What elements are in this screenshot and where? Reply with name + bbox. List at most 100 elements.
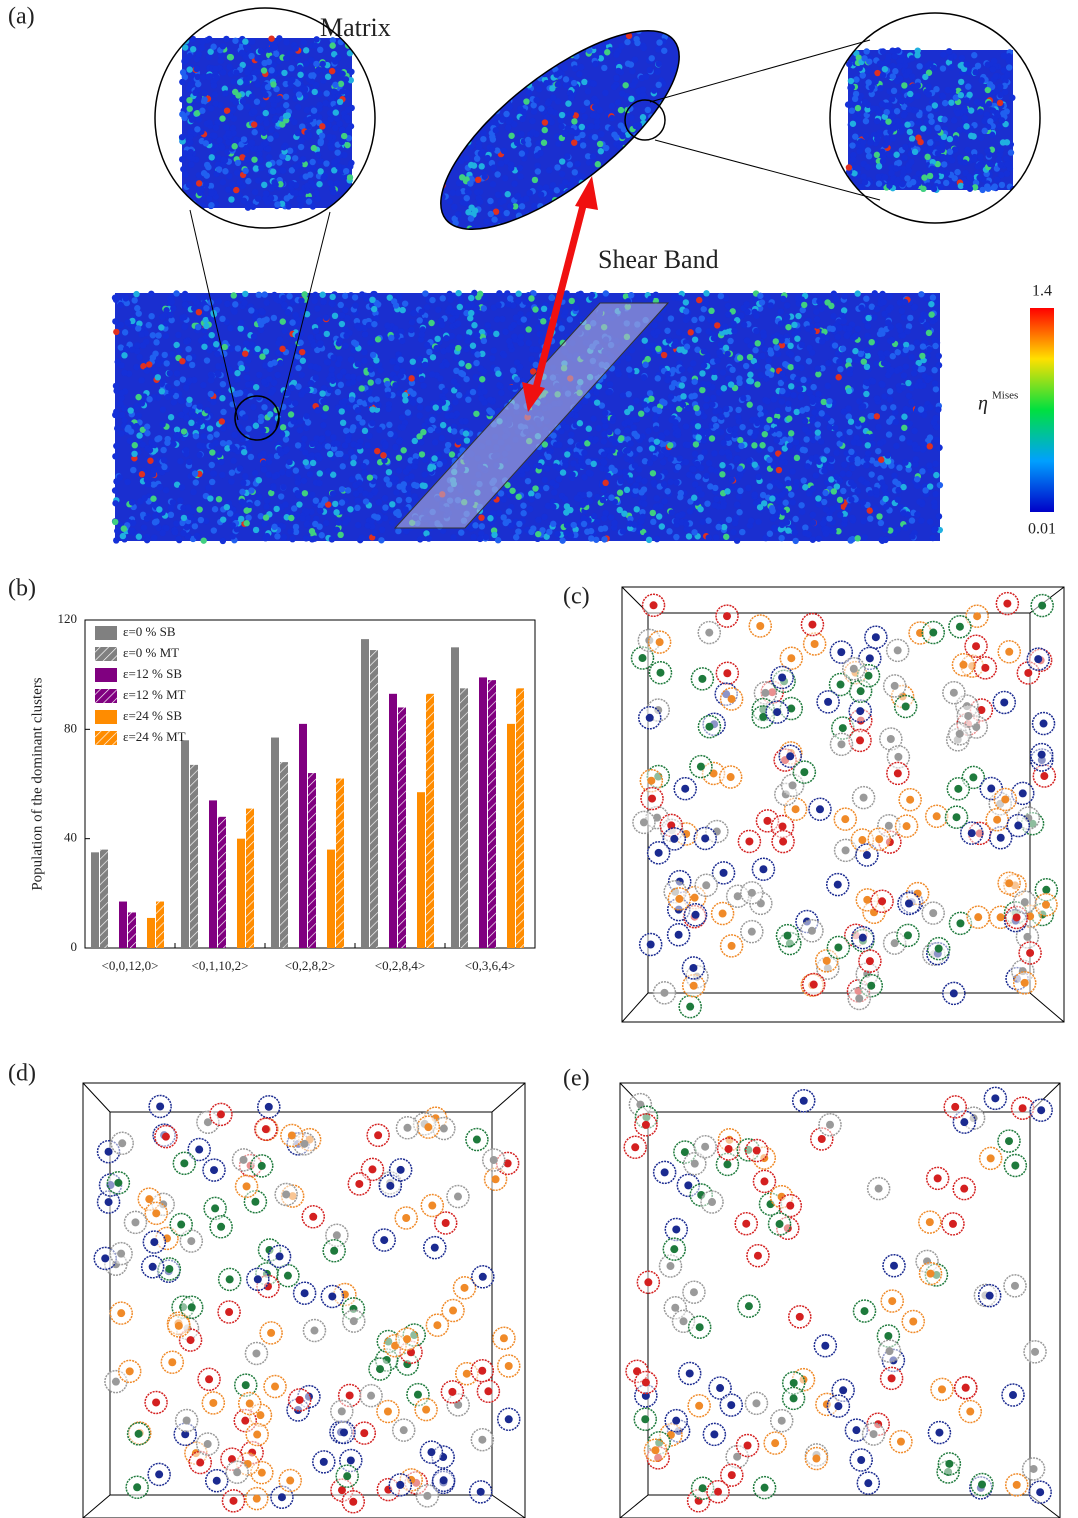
atom bbox=[219, 395, 225, 401]
atom bbox=[626, 366, 632, 372]
atom bbox=[638, 410, 644, 416]
atom bbox=[825, 360, 831, 366]
atom bbox=[251, 121, 257, 127]
atom bbox=[668, 209, 674, 215]
atom bbox=[773, 338, 779, 344]
atom bbox=[779, 388, 785, 394]
atom bbox=[929, 165, 935, 171]
atom bbox=[813, 309, 819, 315]
atom bbox=[909, 354, 915, 360]
atom bbox=[821, 468, 827, 474]
atom bbox=[802, 418, 808, 424]
atom bbox=[274, 533, 280, 539]
atom bbox=[918, 517, 924, 523]
atom bbox=[433, 404, 439, 410]
atom bbox=[213, 431, 219, 437]
atom bbox=[402, 506, 408, 512]
atom bbox=[308, 380, 314, 386]
atom bbox=[312, 364, 318, 370]
atom bbox=[725, 311, 731, 317]
atom bbox=[392, 325, 398, 331]
atom bbox=[624, 487, 630, 493]
atom bbox=[144, 537, 150, 543]
atom bbox=[183, 57, 189, 63]
atom bbox=[531, 203, 537, 209]
atom bbox=[315, 152, 321, 158]
atom bbox=[599, 200, 605, 206]
atom bbox=[359, 419, 365, 425]
atom bbox=[716, 196, 722, 202]
atom bbox=[368, 379, 374, 385]
atom bbox=[321, 413, 327, 419]
atom bbox=[754, 381, 760, 387]
atom bbox=[671, 199, 677, 205]
atom bbox=[899, 435, 905, 441]
atom bbox=[294, 512, 300, 518]
atom bbox=[579, 462, 585, 468]
atom bbox=[208, 190, 214, 196]
atom bbox=[448, 297, 454, 303]
atom bbox=[645, 343, 651, 349]
atom bbox=[179, 111, 185, 117]
atom bbox=[721, 385, 727, 391]
atom bbox=[299, 372, 305, 378]
atom bbox=[713, 534, 719, 540]
atom bbox=[243, 147, 249, 153]
atom bbox=[426, 209, 432, 215]
atom bbox=[948, 54, 954, 60]
atom bbox=[687, 508, 693, 514]
atom bbox=[911, 428, 917, 434]
atom bbox=[850, 156, 856, 162]
atom bbox=[839, 436, 845, 442]
atom bbox=[376, 499, 382, 505]
atom bbox=[572, 26, 578, 32]
atom bbox=[721, 524, 727, 530]
atom bbox=[892, 53, 898, 59]
atom bbox=[975, 63, 981, 69]
atom bbox=[312, 292, 318, 298]
atom bbox=[926, 91, 932, 97]
atom bbox=[482, 295, 488, 301]
atom bbox=[813, 472, 819, 478]
atom bbox=[262, 92, 268, 98]
atom bbox=[319, 133, 325, 139]
atom bbox=[245, 178, 251, 184]
atom bbox=[692, 336, 698, 342]
atom bbox=[815, 501, 821, 507]
atom bbox=[762, 431, 768, 437]
atom bbox=[389, 358, 395, 364]
atom bbox=[320, 299, 326, 305]
atom bbox=[155, 332, 161, 338]
atom bbox=[330, 434, 336, 440]
atom bbox=[248, 487, 254, 493]
atom bbox=[687, 367, 693, 373]
atom bbox=[313, 375, 319, 381]
atom bbox=[826, 515, 832, 521]
atom bbox=[422, 141, 428, 147]
atom bbox=[697, 122, 703, 128]
atom bbox=[281, 302, 287, 308]
atom bbox=[331, 88, 337, 94]
atom bbox=[473, 411, 479, 417]
atom bbox=[455, 439, 461, 445]
atom bbox=[408, 327, 414, 333]
atom bbox=[127, 407, 133, 413]
atom bbox=[837, 512, 843, 518]
atom bbox=[706, 460, 712, 466]
atom bbox=[129, 499, 135, 505]
atom bbox=[179, 484, 185, 490]
atom bbox=[486, 83, 492, 89]
atom bbox=[316, 181, 322, 187]
atom bbox=[855, 420, 861, 426]
atom bbox=[903, 363, 909, 369]
atom bbox=[262, 535, 268, 541]
atom bbox=[691, 495, 697, 501]
atom bbox=[902, 524, 908, 530]
atom bbox=[181, 428, 187, 434]
atom bbox=[319, 532, 325, 538]
atom bbox=[832, 425, 838, 431]
atom bbox=[661, 153, 667, 159]
atom bbox=[528, 490, 534, 496]
atom bbox=[679, 366, 685, 372]
atom bbox=[554, 164, 560, 170]
